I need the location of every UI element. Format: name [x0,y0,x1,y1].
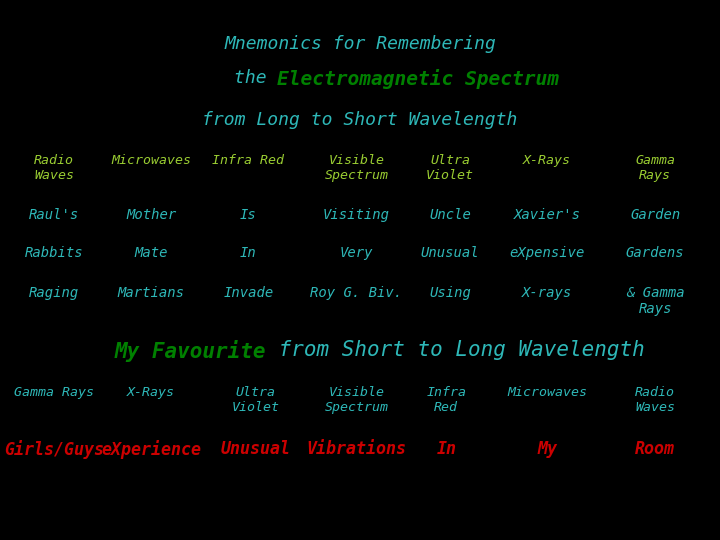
Text: Rabbits: Rabbits [24,246,84,260]
Text: In: In [240,246,257,260]
Text: Visible
Spectrum: Visible Spectrum [325,154,388,182]
Text: Xavier's: Xavier's [513,208,581,222]
Text: Gamma
Rays: Gamma Rays [635,154,675,182]
Text: Unusual: Unusual [420,246,480,260]
Text: Unusual: Unusual [220,440,291,458]
Text: Radio
Waves: Radio Waves [635,386,675,414]
Text: Mnemonics for Remembering: Mnemonics for Remembering [224,35,496,53]
Text: X-rays: X-rays [522,286,572,300]
Text: Very: Very [340,246,373,260]
Text: eXperience: eXperience [102,440,201,459]
Text: Microwaves: Microwaves [111,154,192,167]
Text: from Long to Short Wavelength: from Long to Short Wavelength [202,111,518,129]
Text: the: the [234,69,277,87]
Text: Raul's: Raul's [29,208,79,222]
Text: My Favourite: My Favourite [115,340,266,362]
Text: Ultra
Violet: Ultra Violet [426,154,474,182]
Text: Visible
Spectrum: Visible Spectrum [325,386,388,414]
Text: Girls/Guys: Girls/Guys [4,440,104,459]
Text: Martians: Martians [117,286,185,300]
Text: Microwaves: Microwaves [507,386,588,399]
Text: Visiting: Visiting [323,208,390,222]
Text: Uncle: Uncle [429,208,471,222]
Text: Electromagnetic Spectrum: Electromagnetic Spectrum [277,69,559,89]
Text: Garden: Garden [630,208,680,222]
Text: eXpensive: eXpensive [510,246,585,260]
Text: Is: Is [240,208,257,222]
Text: Gardens: Gardens [626,246,685,260]
Text: Radio
Waves: Radio Waves [34,154,74,182]
Text: Room: Room [635,440,675,458]
Text: X-Rays: X-Rays [127,386,175,399]
Text: Invade: Invade [223,286,274,300]
Text: Vibrations: Vibrations [307,440,406,458]
Text: Using: Using [429,286,471,300]
Text: Infra Red: Infra Red [212,154,284,167]
Text: In: In [436,440,456,458]
Text: from Short to Long Wavelength: from Short to Long Wavelength [266,340,645,360]
Text: Ultra
Violet: Ultra Violet [232,386,279,414]
Text: Mate: Mate [135,246,168,260]
Text: X-Rays: X-Rays [523,154,571,167]
Text: Raging: Raging [29,286,79,300]
Text: Mother: Mother [126,208,176,222]
Text: Gamma Rays: Gamma Rays [14,386,94,399]
Text: My: My [537,440,557,458]
Text: Roy G. Biv.: Roy G. Biv. [310,286,402,300]
Text: Infra
Red: Infra Red [426,386,467,414]
Text: & Gamma
Rays: & Gamma Rays [626,286,685,316]
